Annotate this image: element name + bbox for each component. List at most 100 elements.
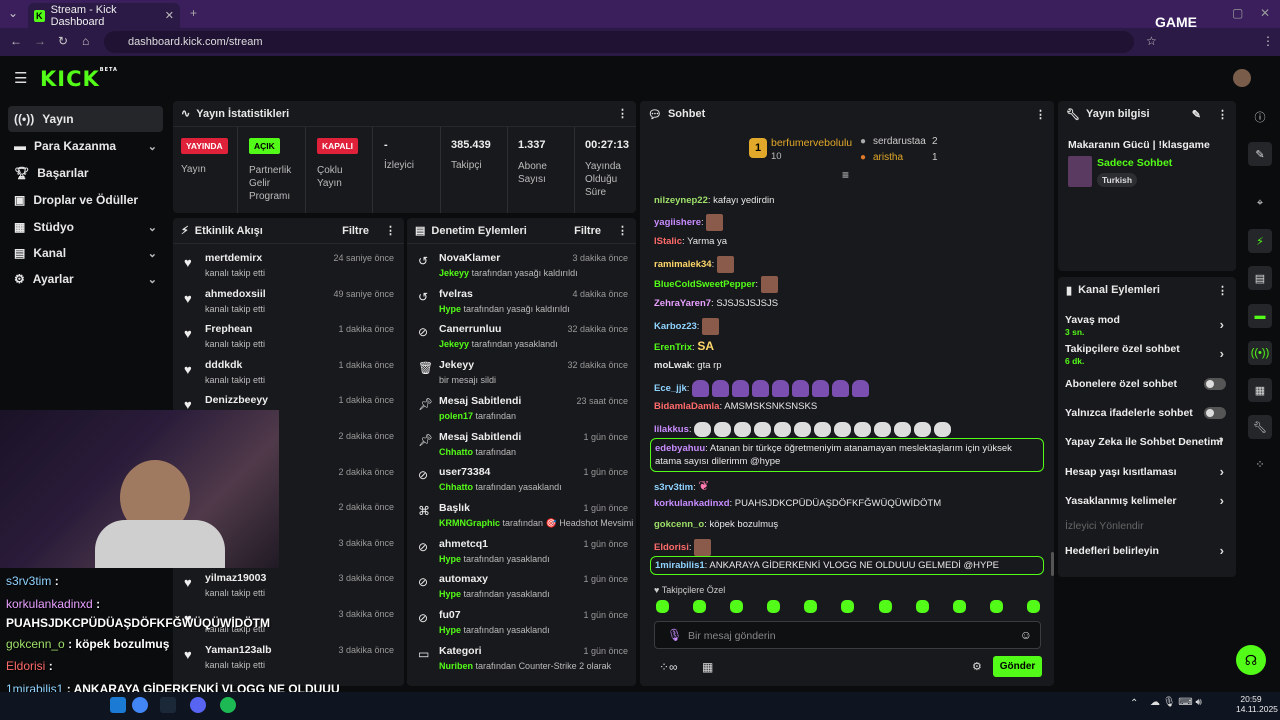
sidebar-item-achievements[interactable]: 🏆︎ Başarılar xyxy=(8,160,163,186)
mic-icon[interactable]: 🎙︎ xyxy=(667,628,683,642)
moderation-target[interactable]: Canerrunluu xyxy=(439,323,502,336)
document-rail-icon[interactable]: ▤ xyxy=(1248,266,1272,290)
emotes-only-row[interactable]: Yalnızca ifadelerle sohbet xyxy=(1065,407,1230,419)
follower-emote-icon[interactable] xyxy=(878,600,892,613)
tray-chevron-up-icon[interactable]: ⌃ xyxy=(1130,698,1139,709)
chat-message[interactable]: edebyahuu: Atanan bir türkçe öğretmeniyi… xyxy=(650,438,1044,472)
chat-username[interactable]: Karboz23 xyxy=(654,321,697,333)
chat-username[interactable]: BlueColdSweetPepper xyxy=(654,279,756,291)
moderation-row[interactable]: ⊘ Canerrunluu Jekeyy tarafından yasaklandı… xyxy=(412,321,632,357)
chat-message[interactable]: ramimalek34: xyxy=(654,256,734,273)
broadcast-rail-icon[interactable]: ((•)) xyxy=(1248,341,1272,365)
home-icon[interactable]: ⌂ xyxy=(82,34,90,48)
followers-only-row[interactable]: Takipçilere özel sohbet 6 dk. › xyxy=(1065,343,1230,366)
follower-emote-icon[interactable] xyxy=(841,600,855,613)
bookmark-star-icon[interactable]: ☆ xyxy=(1146,34,1157,48)
moderator-name[interactable]: Nuriben xyxy=(439,660,474,671)
channel-actions-menu-icon[interactable]: ⋮ xyxy=(1217,284,1228,297)
activity-menu-icon[interactable]: ⋮ xyxy=(385,225,396,237)
chat-message[interactable]: s3rv3tim: ❦ xyxy=(654,478,710,493)
send-button[interactable]: Gönder xyxy=(993,656,1042,677)
chat-message[interactable]: korkulankadinxd: PUAHSJDKCPÜDÜAŞDÖFKFĞWÜ… xyxy=(654,498,942,509)
chat-message[interactable]: ErenTrix: SA xyxy=(654,339,714,353)
chat-username[interactable]: BidamlaDamla xyxy=(654,401,720,412)
chat-username[interactable]: Ece_jjk xyxy=(654,383,687,395)
moderation-row[interactable]: ⊘ user73384 Chhatto tarafından yasaklandı 1… xyxy=(412,464,632,500)
chat-message[interactable]: ZehraYaren7: SJSJSJSJSJS xyxy=(654,298,779,309)
chat-username[interactable]: lStalic xyxy=(654,236,682,247)
moderation-target[interactable]: fvelras xyxy=(439,287,473,300)
moderation-row[interactable]: 📌︎ Mesaj Sabitlendi polen17 tarafından 23 s… xyxy=(412,393,632,429)
follower-emote-icon[interactable] xyxy=(656,600,669,613)
moderation-target[interactable]: Mesaj Sabitlendi xyxy=(439,394,522,407)
outlook-taskbar-icon[interactable] xyxy=(110,697,126,713)
chat-message[interactable]: lilakkus: xyxy=(654,422,954,437)
activity-row[interactable]: ♥ yilmaz19003 kanalı takip etti 3 dakika ön… xyxy=(180,570,398,606)
store-icon[interactable]: ▦ xyxy=(702,660,714,674)
chat-scrollbar[interactable] xyxy=(1051,552,1054,576)
forward-icon[interactable]: → xyxy=(34,34,46,48)
sidebar-item-studio[interactable]: ▦ Stüdyo ⌄ xyxy=(8,214,163,240)
moderation-menu-icon[interactable]: ⋮ xyxy=(617,225,628,237)
gifter3-name[interactable]: aristha xyxy=(873,152,904,163)
moderator-name[interactable]: Hype xyxy=(439,303,462,314)
chat-username[interactable]: yagiishere xyxy=(654,217,701,229)
chat-username[interactable]: lilakkus xyxy=(654,424,689,436)
infinity-icon[interactable]: ⁘∞ xyxy=(659,660,678,674)
chat-username[interactable]: 1mirabilis1 xyxy=(655,560,705,571)
maximize-icon[interactable]: ▢ xyxy=(1232,6,1244,20)
sidebar-item-channel[interactable]: ▤ Kanal ⌄ xyxy=(8,240,163,266)
moderation-filter-button[interactable]: Filtre xyxy=(574,224,601,237)
wrench-rail-icon[interactable]: 🔧︎ xyxy=(1248,415,1272,439)
chat-message[interactable]: 1mirabilis1: ANKARAYA GİDERKENKİ VLOGG N… xyxy=(650,556,1044,575)
activity-user[interactable]: Frephean xyxy=(205,323,253,336)
edit-icon[interactable]: ✎ xyxy=(1248,142,1272,166)
kick-logo[interactable]: KICKBETA xyxy=(40,67,118,91)
chat-message[interactable]: BlueColdSweetPepper: xyxy=(654,276,778,293)
activity-row[interactable]: ♥ Yaman123alb kanalı takip etti 3 dakika ön… xyxy=(180,642,398,678)
moderator-name[interactable]: Hype xyxy=(439,589,462,600)
chat-username[interactable]: s3rv3tim xyxy=(654,482,694,493)
tab-list-icon[interactable]: ⌄ xyxy=(8,6,19,20)
activity-row[interactable]: ♥ dddkdk kanalı takip etti 1 dakika önce xyxy=(180,357,398,393)
moderation-row[interactable]: 🗑︎ Jekeyy bir mesajı sildi 32 dakika önce xyxy=(412,357,632,393)
spotify-taskbar-icon[interactable] xyxy=(220,697,236,713)
edit-pencil-icon[interactable]: ✎ xyxy=(1191,108,1201,121)
sidebar-item-stream[interactable]: ((•)) Yayın xyxy=(8,106,163,132)
banned-words-row[interactable]: Yasaklanmış kelimeler › xyxy=(1065,493,1230,508)
moderation-target[interactable]: fu07 xyxy=(439,609,461,621)
activity-row[interactable]: ♥ kanalı takip etti 3 dakika önce xyxy=(180,606,398,642)
moderator-name[interactable]: Jekeyy xyxy=(439,268,470,278)
chat-menu-icon[interactable]: ⋮ xyxy=(1035,108,1046,121)
moderator-name[interactable]: Jekeyy xyxy=(439,339,470,350)
follower-emote-icon[interactable] xyxy=(693,600,707,613)
moderation-row[interactable]: ⊘ fu07 Hype tarafından yasaklandı 1 gün önc… xyxy=(412,607,632,643)
stats-menu-icon[interactable]: ⋮ xyxy=(617,108,628,120)
moderation-row[interactable]: ⊘ automaxy Hype tarafından yasaklandı 1 gün… xyxy=(412,571,632,607)
bolt-rail-icon[interactable]: ⚡︎ xyxy=(1248,229,1272,253)
slow-mode-row[interactable]: Yavaş mod 3 sn. › xyxy=(1065,314,1230,337)
back-icon[interactable]: ← xyxy=(10,34,22,48)
moderator-name[interactable]: Hype xyxy=(439,553,462,564)
moderation-row[interactable]: ⊘ ahmetcq1 Hype tarafından yasaklandı 1 gün… xyxy=(412,536,632,572)
chat-username[interactable]: korkulankadinxd xyxy=(654,498,730,509)
discord-taskbar-icon[interactable] xyxy=(190,697,206,713)
sidebar-item-drops[interactable]: ▣ Droplar ve Ödüller xyxy=(8,187,163,213)
activity-user[interactable]: mertdemirx xyxy=(205,252,263,264)
follower-emote-icon[interactable] xyxy=(989,600,1003,613)
chat-username[interactable]: gokcenn_o xyxy=(654,519,705,530)
moderator-name[interactable]: Chhatto xyxy=(439,446,473,457)
browser-menu-icon[interactable]: ⋮ xyxy=(1262,34,1274,48)
subs-only-toggle[interactable] xyxy=(1204,378,1226,390)
follower-emote-icon[interactable] xyxy=(1026,600,1040,613)
top-gifter-name[interactable]: berfumervebolulu xyxy=(771,137,853,149)
activity-row[interactable]: ♥ Denizzbeeyy 1 dakika önce xyxy=(180,392,398,428)
moderation-target[interactable]: ahmetcq1 xyxy=(439,537,489,550)
account-age-row[interactable]: Hesap yaşı kısıtlaması › xyxy=(1065,464,1230,479)
chat-input[interactable]: 🎙︎ Bir mesaj gönderin ☺ xyxy=(654,621,1041,649)
chrome-taskbar-icon[interactable] xyxy=(132,697,148,713)
moderator-name[interactable]: Chhatto xyxy=(439,482,473,493)
steam-taskbar-icon[interactable] xyxy=(160,697,176,713)
moderation-target[interactable]: Jekeyy xyxy=(439,359,475,372)
close-tab-icon[interactable]: ✕ xyxy=(164,10,174,22)
